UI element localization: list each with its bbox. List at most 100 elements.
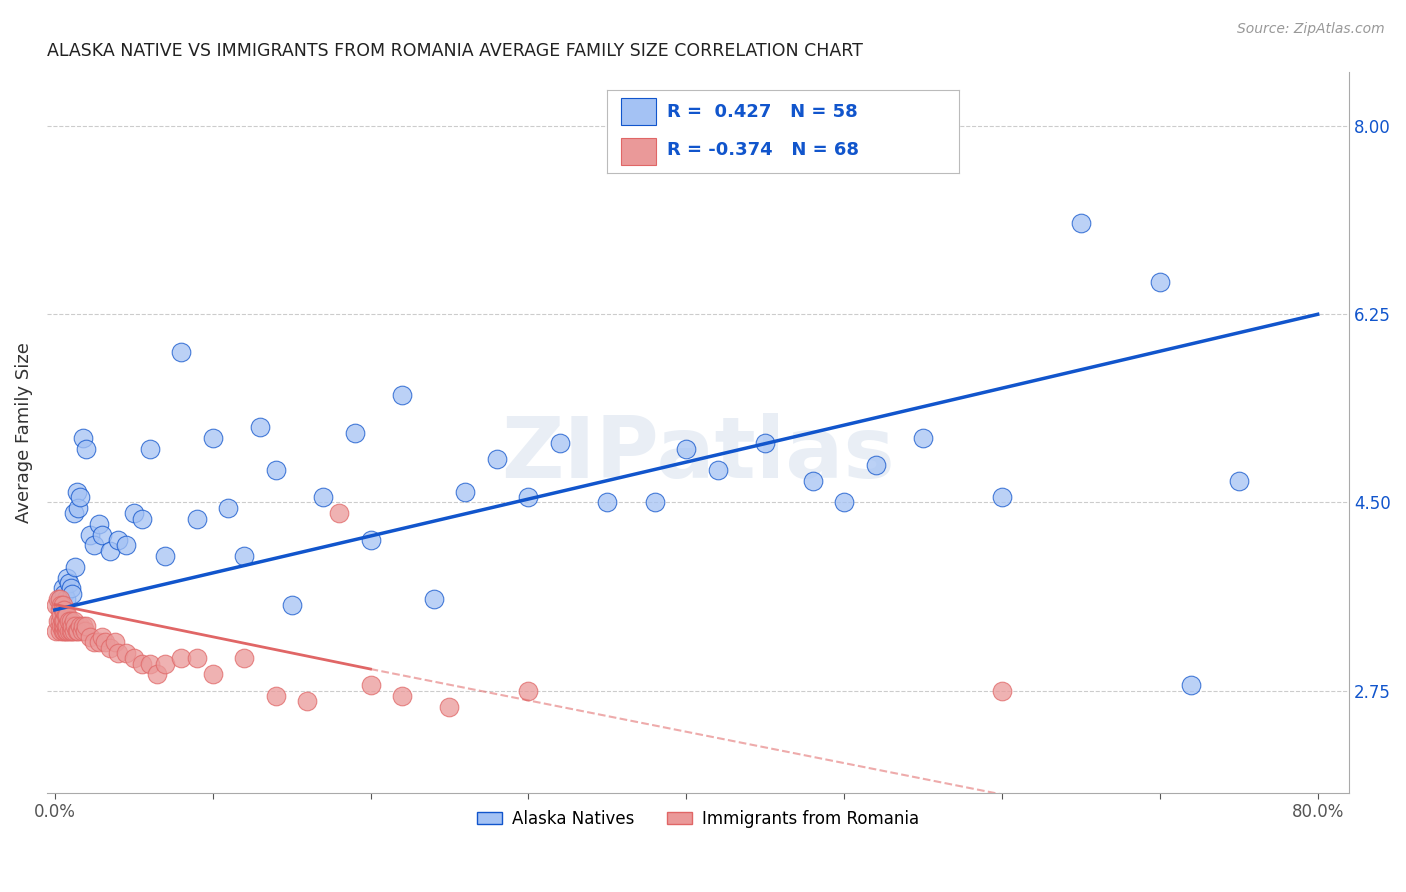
Point bbox=[52, 624, 75, 639]
Point bbox=[107, 533, 129, 547]
Y-axis label: Average Family Size: Average Family Size bbox=[15, 343, 32, 523]
Point bbox=[264, 463, 287, 477]
Point bbox=[485, 452, 508, 467]
Point bbox=[67, 624, 90, 639]
Point bbox=[186, 651, 208, 665]
Point bbox=[264, 689, 287, 703]
Point bbox=[52, 619, 75, 633]
Point bbox=[49, 598, 72, 612]
Point bbox=[91, 630, 114, 644]
Point bbox=[801, 474, 824, 488]
Point bbox=[56, 619, 79, 633]
Point bbox=[391, 689, 413, 703]
Point bbox=[79, 527, 101, 541]
Point bbox=[122, 506, 145, 520]
Point bbox=[98, 640, 121, 655]
Point bbox=[52, 603, 75, 617]
Point bbox=[46, 592, 69, 607]
Point bbox=[66, 624, 89, 639]
Point bbox=[53, 603, 76, 617]
Point bbox=[69, 619, 91, 633]
Point bbox=[53, 624, 76, 639]
Point bbox=[1070, 216, 1092, 230]
Point bbox=[55, 619, 77, 633]
Point bbox=[1180, 678, 1202, 692]
Point bbox=[146, 667, 169, 681]
Text: ZIPatlas: ZIPatlas bbox=[501, 413, 896, 496]
Point bbox=[87, 516, 110, 531]
Point bbox=[754, 436, 776, 450]
Point bbox=[52, 614, 75, 628]
Point bbox=[644, 495, 666, 509]
Point bbox=[343, 425, 366, 440]
Point bbox=[58, 614, 80, 628]
Point bbox=[48, 614, 70, 628]
Point bbox=[107, 646, 129, 660]
Point bbox=[65, 560, 87, 574]
Point bbox=[233, 549, 256, 563]
Point bbox=[91, 527, 114, 541]
Point bbox=[297, 694, 319, 708]
Point bbox=[59, 624, 82, 639]
Point bbox=[911, 431, 934, 445]
Point bbox=[83, 538, 105, 552]
Point bbox=[517, 490, 540, 504]
Point bbox=[48, 592, 70, 607]
Point bbox=[832, 495, 855, 509]
Point bbox=[58, 576, 80, 591]
Point bbox=[59, 614, 82, 628]
Point bbox=[170, 651, 193, 665]
Point bbox=[675, 442, 697, 456]
Point bbox=[56, 608, 79, 623]
Point bbox=[131, 511, 153, 525]
Point bbox=[1149, 275, 1171, 289]
Text: ALASKA NATIVE VS IMMIGRANTS FROM ROMANIA AVERAGE FAMILY SIZE CORRELATION CHART: ALASKA NATIVE VS IMMIGRANTS FROM ROMANIA… bbox=[46, 42, 863, 60]
Point bbox=[48, 603, 70, 617]
Point bbox=[73, 624, 96, 639]
Point bbox=[865, 458, 887, 472]
Point bbox=[55, 592, 77, 607]
Point bbox=[138, 442, 160, 456]
Point bbox=[87, 635, 110, 649]
Point bbox=[49, 598, 72, 612]
Point bbox=[65, 619, 87, 633]
Point bbox=[170, 345, 193, 359]
Point bbox=[49, 619, 72, 633]
Point bbox=[45, 624, 67, 639]
Point bbox=[52, 598, 75, 612]
Point bbox=[1227, 474, 1250, 488]
Point bbox=[49, 608, 72, 623]
Point bbox=[201, 431, 224, 445]
Point bbox=[114, 646, 136, 660]
Point bbox=[249, 420, 271, 434]
Point bbox=[53, 619, 76, 633]
Point bbox=[439, 699, 461, 714]
Point bbox=[391, 388, 413, 402]
Point bbox=[83, 635, 105, 649]
Point bbox=[328, 506, 350, 520]
Point bbox=[131, 657, 153, 671]
Point bbox=[52, 582, 75, 596]
Point bbox=[72, 619, 94, 633]
Point bbox=[58, 624, 80, 639]
Point bbox=[991, 490, 1014, 504]
Point bbox=[155, 549, 177, 563]
Point bbox=[217, 500, 239, 515]
Point bbox=[60, 624, 83, 639]
Point bbox=[48, 592, 70, 607]
Point bbox=[114, 538, 136, 552]
Point bbox=[53, 614, 76, 628]
Point bbox=[53, 587, 76, 601]
Point bbox=[56, 571, 79, 585]
Point bbox=[48, 624, 70, 639]
Point bbox=[75, 619, 97, 633]
Point bbox=[517, 683, 540, 698]
Point bbox=[45, 598, 67, 612]
Point bbox=[98, 543, 121, 558]
Point bbox=[991, 683, 1014, 698]
Point bbox=[454, 484, 477, 499]
Point bbox=[72, 431, 94, 445]
Point bbox=[67, 500, 90, 515]
Point bbox=[75, 442, 97, 456]
Point bbox=[233, 651, 256, 665]
